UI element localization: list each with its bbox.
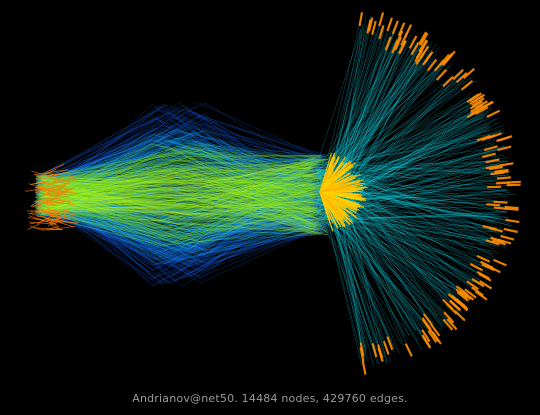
graph-drawing [25, 12, 521, 375]
graph-caption: Andrianov@net50. 14484 nodes, 429760 edg… [132, 392, 408, 405]
central-hub [319, 152, 368, 232]
left-cap-cluster [25, 163, 81, 231]
fan-rim-nodes [358, 12, 521, 375]
